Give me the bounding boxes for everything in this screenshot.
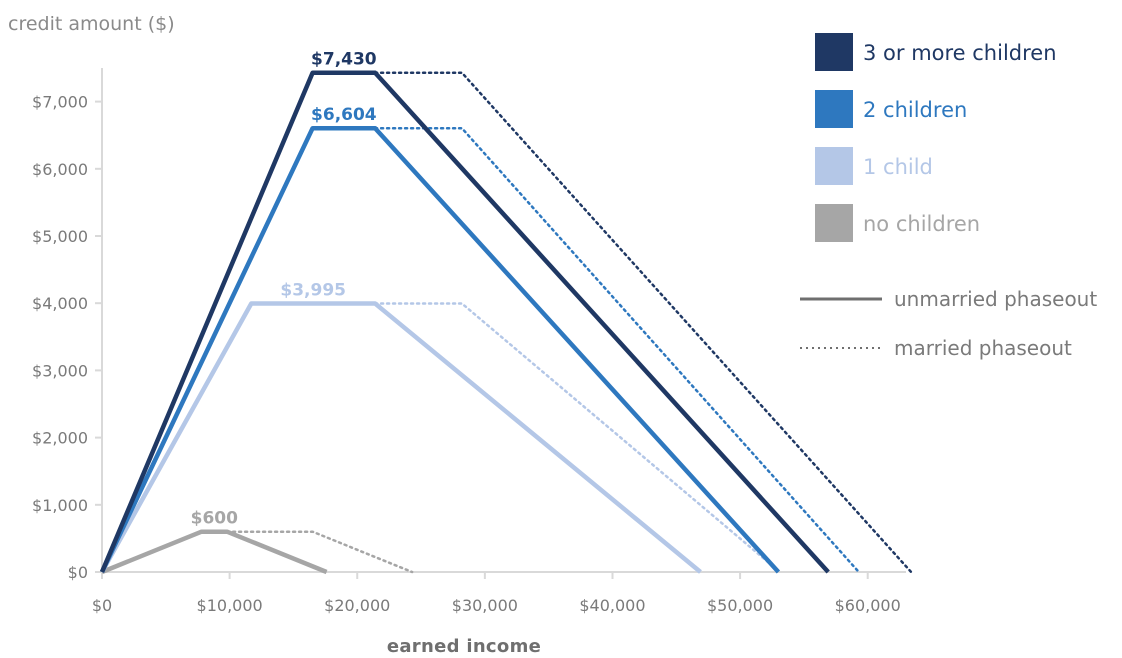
- line-style-legend: unmarried phaseout married phaseout: [800, 287, 1097, 360]
- y-tick-label: $0: [68, 563, 88, 582]
- peak-label: $7,430: [311, 50, 377, 70]
- legend-swatch: [815, 33, 853, 71]
- married-line-2-children: [373, 126, 861, 574]
- married-line-no-children: [225, 530, 414, 574]
- legend-label: 2 children: [863, 98, 967, 122]
- legend: 3 or more children 2 children 1 child no ch…: [815, 33, 1057, 242]
- x-tick-label: $40,000: [579, 596, 645, 615]
- x-tick-label: $10,000: [197, 596, 263, 615]
- legend-label: 1 child: [863, 155, 933, 179]
- married-line-3-or-more-children: [373, 71, 913, 574]
- series-lines: [99, 70, 913, 575]
- unmarried-line-3-or-more-children: [99, 70, 830, 574]
- y-ticks: $0 $1,000 $2,000 $3,000 $4,000 $5,000 $6,000 $7…: [32, 93, 102, 582]
- x-tick-label: $60,000: [835, 596, 901, 615]
- y-tick-label: $4,000: [32, 294, 88, 313]
- y-tick-label: $2,000: [32, 429, 88, 448]
- y-tick-label: $5,000: [32, 227, 88, 246]
- unmarried-line-1-child: [100, 301, 702, 574]
- y-tick-label: $6,000: [32, 160, 88, 179]
- y-axis-title: credit amount ($): [8, 13, 175, 35]
- legend-swatch: [815, 204, 853, 242]
- legend-swatch: [815, 147, 853, 185]
- y-tick-label: $1,000: [32, 496, 88, 515]
- peak-label: $6,604: [311, 105, 377, 125]
- married-line-1-child: [373, 302, 781, 574]
- legend-label: no children: [863, 212, 980, 236]
- x-tick-label: $0: [92, 596, 112, 615]
- legend-label: 3 or more children: [863, 41, 1057, 65]
- line-style-label: married phaseout: [894, 336, 1072, 360]
- x-tick-label: $50,000: [707, 596, 773, 615]
- x-tick-label: $30,000: [452, 596, 518, 615]
- legend-swatch: [815, 90, 853, 128]
- peak-labels: $7,430 $6,604 $3,995 $600: [191, 50, 377, 529]
- x-tick-label: $20,000: [324, 596, 390, 615]
- x-axis-title: earned income: [387, 636, 541, 657]
- unmarried-line-2-children: [99, 125, 781, 574]
- line-style-label: unmarried phaseout: [894, 287, 1097, 311]
- x-ticks: $0 $10,000 $20,000 $30,000 $40,000 $50,000 $60…: [92, 572, 901, 615]
- y-tick-label: $3,000: [32, 361, 88, 380]
- unmarried-line-no-children: [101, 529, 328, 575]
- peak-label: $600: [191, 509, 238, 529]
- y-tick-label: $7,000: [32, 93, 88, 112]
- peak-label: $3,995: [280, 281, 346, 301]
